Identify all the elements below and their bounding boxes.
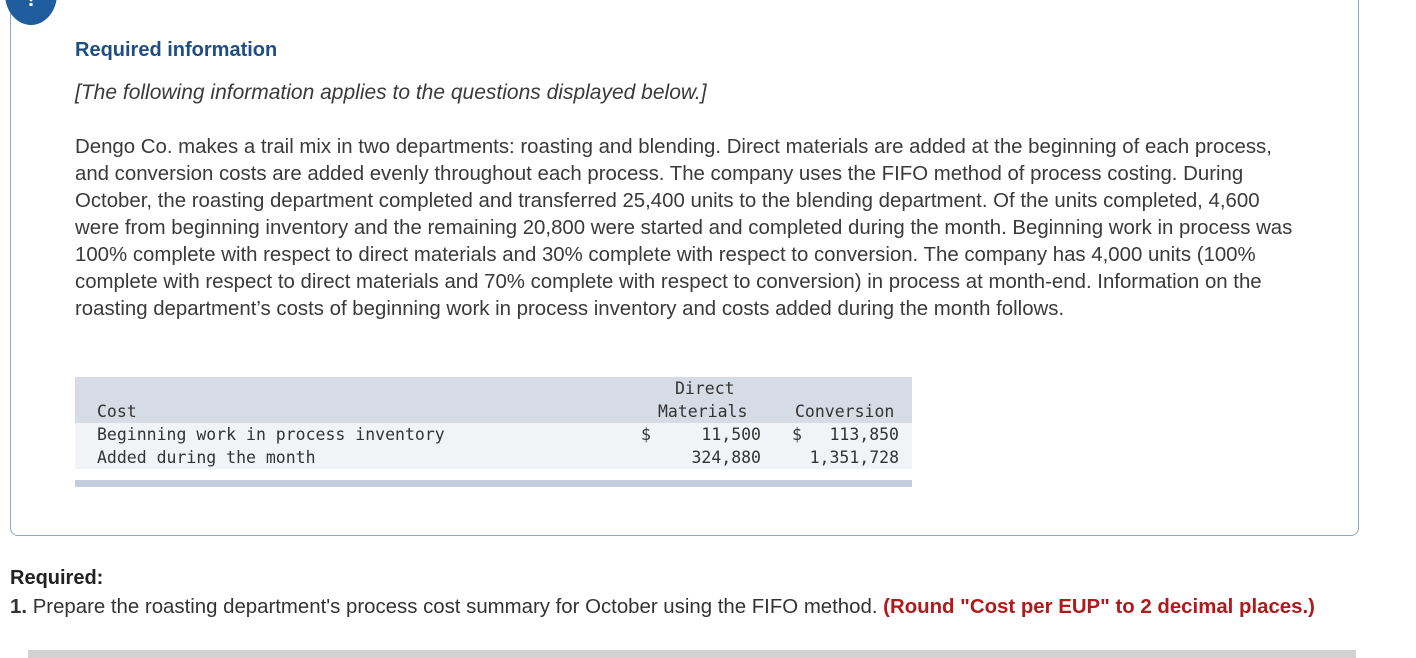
table-header-row-1: Direct xyxy=(75,377,912,400)
required-label: Required: xyxy=(10,567,104,589)
cost-header: Cost xyxy=(97,402,137,421)
required-question: 1. Prepare the roasting department's pro… xyxy=(10,594,1410,621)
row-label: Added during the month xyxy=(97,448,316,467)
conv-value: 113,850 xyxy=(829,425,899,444)
answer-area-top-strip xyxy=(28,650,1356,658)
conv-currency: $ xyxy=(792,425,802,444)
table-row: Added during the month 324,880 1,351,728 xyxy=(75,446,912,469)
question-text: Prepare the roasting department's proces… xyxy=(32,596,878,618)
dm-header-line1: Direct xyxy=(675,379,735,398)
dm-currency: $ xyxy=(641,425,651,444)
rounding-hint: (Round "Cost per EUP" to 2 decimal place… xyxy=(883,596,1315,618)
dm-value: 324,880 xyxy=(691,448,761,467)
conversion-header: Conversion xyxy=(795,402,895,421)
table-row: Beginning work in process inventory $ 11… xyxy=(75,423,912,446)
problem-paragraph: Dengo Co. makes a trail mix in two depar… xyxy=(75,136,1293,320)
conv-value: 1,351,728 xyxy=(809,448,899,467)
applies-note: [The following information applies to th… xyxy=(75,81,707,104)
row-label: Beginning work in process inventory xyxy=(97,425,445,444)
table-bottom-rule xyxy=(75,480,912,487)
question-number: 1. xyxy=(10,596,28,618)
table-header-row-2: Cost Materials Conversion xyxy=(75,400,912,423)
dm-value: 11,500 xyxy=(701,425,761,444)
dm-header-line2: Materials xyxy=(658,402,748,421)
card-heading: Required information xyxy=(75,39,278,61)
cost-table: Direct Cost Materials Conversion Beginni… xyxy=(75,377,912,469)
alert-icon: ! xyxy=(5,0,57,25)
required-information-card: ! xyxy=(5,0,1359,536)
